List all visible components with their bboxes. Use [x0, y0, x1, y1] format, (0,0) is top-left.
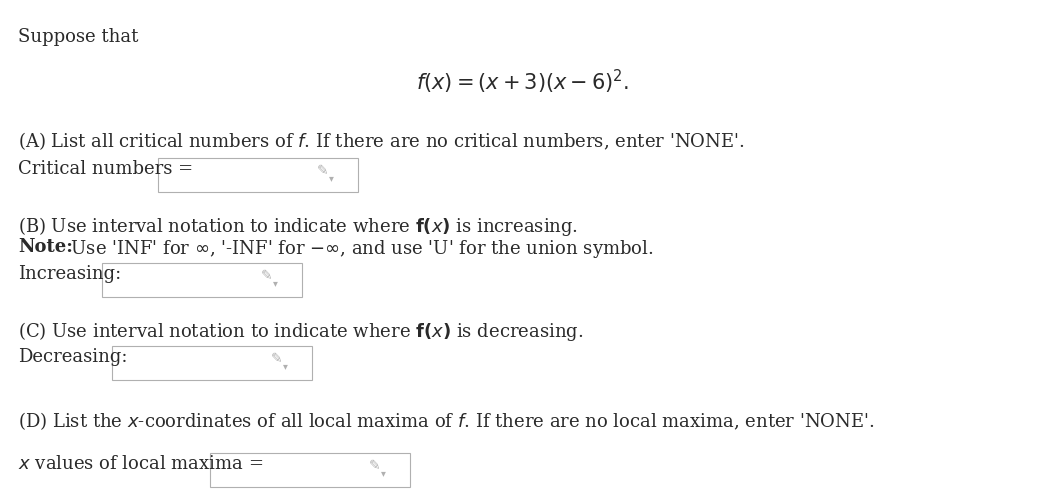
FancyBboxPatch shape: [158, 158, 358, 192]
Text: ✎: ✎: [262, 269, 273, 283]
Text: ✎: ✎: [369, 459, 381, 473]
Text: Increasing:: Increasing:: [18, 265, 121, 283]
Text: ▾: ▾: [381, 468, 385, 478]
Text: (A) List all critical numbers of $\mathit{f}$. If there are no critical numbers,: (A) List all critical numbers of $\mathi…: [18, 130, 745, 152]
Text: Note:: Note:: [18, 238, 73, 256]
Text: $\mathit{f}(\mathit{x}) = (\mathit{x}+3)(\mathit{x}-6)^{2}.$: $\mathit{f}(\mathit{x}) = (\mathit{x}+3)…: [416, 68, 630, 96]
Text: ▾: ▾: [273, 278, 277, 288]
Text: Suppose that: Suppose that: [18, 28, 138, 46]
Text: (D) List the $\mathit{x}$-coordinates of all local maxima of $\mathit{f}$. If th: (D) List the $\mathit{x}$-coordinates of…: [18, 410, 874, 432]
Text: ▾: ▾: [328, 173, 334, 183]
Text: ▾: ▾: [282, 361, 288, 371]
Text: (C) Use interval notation to indicate where $\mathbf{f(\mathit{x})}$ is decreasi: (C) Use interval notation to indicate wh…: [18, 320, 584, 343]
FancyBboxPatch shape: [103, 263, 302, 297]
Text: $\mathit{x}$ values of local maxima =: $\mathit{x}$ values of local maxima =: [18, 455, 265, 473]
Text: Decreasing:: Decreasing:: [18, 348, 128, 366]
Text: ✎: ✎: [271, 352, 282, 366]
FancyBboxPatch shape: [210, 453, 410, 487]
Text: ✎: ✎: [317, 164, 328, 178]
Text: Use 'INF' for $\infty$, '-INF' for $-\infty$, and use 'U' for the union symbol.: Use 'INF' for $\infty$, '-INF' for $-\in…: [65, 238, 654, 260]
FancyBboxPatch shape: [112, 346, 312, 380]
Text: Critical numbers =: Critical numbers =: [18, 160, 199, 178]
Text: (B) Use interval notation to indicate where $\mathbf{f(\mathit{x})}$ is increasi: (B) Use interval notation to indicate wh…: [18, 215, 578, 238]
